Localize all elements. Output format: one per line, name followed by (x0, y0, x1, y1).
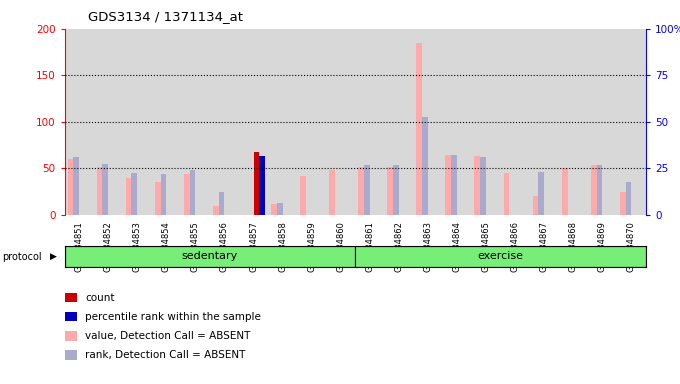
Text: percentile rank within the sample: percentile rank within the sample (85, 312, 261, 322)
Bar (559, 29, 588, 215)
Bar (184, 174, 190, 215)
Bar (422, 117, 428, 215)
Bar (65, 29, 94, 215)
Bar (591, 165, 596, 215)
Bar (504, 173, 509, 215)
Bar (103, 164, 108, 215)
Text: value, Detection Call = ABSENT: value, Detection Call = ABSENT (85, 331, 250, 341)
Bar (131, 173, 137, 215)
Bar (443, 29, 472, 215)
Bar (297, 29, 326, 215)
Bar (300, 176, 306, 215)
Bar (219, 192, 224, 215)
Bar (271, 204, 277, 215)
Bar (596, 165, 602, 215)
Bar (73, 157, 79, 215)
Bar (160, 174, 167, 215)
Bar (530, 29, 559, 215)
Text: ▶: ▶ (50, 252, 56, 261)
Bar (413, 29, 443, 215)
Bar (355, 29, 384, 215)
Text: GDS3134 / 1371134_at: GDS3134 / 1371134_at (88, 10, 243, 23)
Bar (480, 157, 486, 215)
Text: rank, Detection Call = ABSENT: rank, Detection Call = ABSENT (85, 350, 245, 360)
Bar (588, 29, 617, 215)
Bar (472, 29, 500, 215)
Bar (155, 182, 160, 215)
Bar (617, 29, 646, 215)
Bar (239, 29, 268, 215)
Bar (562, 169, 568, 215)
Bar (626, 182, 632, 215)
Bar (210, 29, 239, 215)
Bar (532, 197, 539, 215)
Bar (393, 165, 399, 215)
Bar (326, 29, 355, 215)
Bar (388, 167, 393, 215)
Bar (452, 156, 457, 215)
Bar (277, 203, 283, 215)
Text: exercise: exercise (477, 251, 524, 262)
Bar (355, 246, 646, 267)
Text: count: count (85, 293, 114, 303)
Bar (620, 192, 626, 215)
Bar (97, 167, 103, 215)
Bar (384, 29, 413, 215)
Bar (500, 29, 530, 215)
Bar (190, 170, 195, 215)
Text: protocol: protocol (2, 252, 41, 262)
Bar (268, 29, 297, 215)
Bar (213, 206, 219, 215)
Bar (259, 156, 265, 215)
Bar (254, 152, 259, 215)
Bar (152, 29, 181, 215)
Bar (416, 43, 422, 215)
Bar (358, 167, 364, 215)
Text: sedentary: sedentary (182, 251, 238, 262)
Bar (475, 156, 480, 215)
Bar (181, 29, 210, 215)
Bar (539, 172, 544, 215)
Bar (364, 165, 370, 215)
Bar (445, 154, 452, 215)
Bar (329, 170, 335, 215)
Bar (67, 159, 73, 215)
Bar (126, 178, 131, 215)
Bar (94, 29, 122, 215)
Bar (122, 29, 152, 215)
Bar (65, 246, 355, 267)
